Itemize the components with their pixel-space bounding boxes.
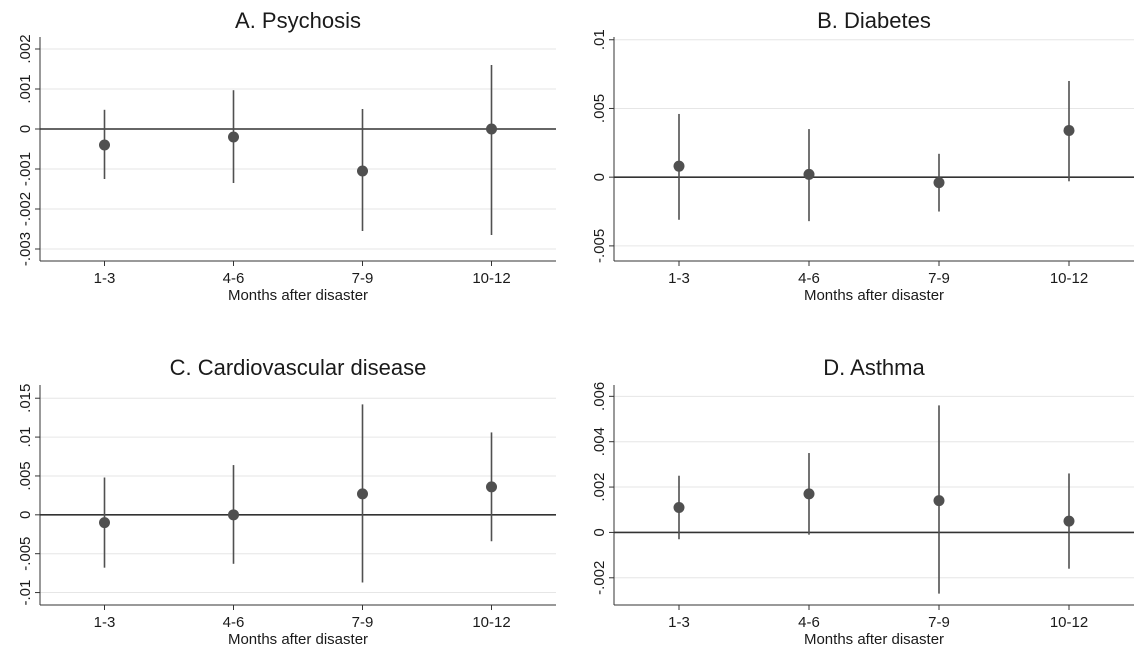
- x-tick-label: 1-3: [94, 270, 116, 287]
- point-estimate: [486, 481, 497, 493]
- x-tick-label: 4-6: [798, 270, 820, 287]
- panel-title: A. Psychosis: [235, 8, 361, 33]
- x-axis-label: Months after disaster: [228, 631, 368, 648]
- y-tick-label: 0: [591, 173, 608, 181]
- point-estimate: [673, 501, 685, 513]
- x-tick-label: 1-3: [668, 614, 690, 631]
- y-tick-label: 0: [591, 528, 608, 536]
- y-tick-label: .005: [17, 461, 34, 490]
- x-tick-label: 4-6: [223, 270, 245, 287]
- point-estimate: [228, 131, 239, 143]
- x-axis-label: Months after disaster: [804, 287, 944, 304]
- x-tick-label: 4-6: [798, 614, 820, 631]
- x-tick-label: 7-9: [928, 270, 950, 287]
- point-estimate: [486, 123, 497, 135]
- x-tick-label: 7-9: [352, 614, 374, 631]
- y-tick-label: -.001: [17, 152, 34, 186]
- x-tick-label: 10-12: [1050, 614, 1088, 631]
- point-estimate: [357, 165, 368, 177]
- point-estimate: [673, 160, 685, 172]
- y-tick-label: .005: [591, 94, 608, 123]
- y-tick-label: .006: [591, 382, 608, 411]
- point-estimate: [933, 177, 945, 189]
- panel-title: D. Asthma: [823, 355, 925, 380]
- x-tick-label: 10-12: [472, 614, 510, 631]
- x-tick-label: 4-6: [223, 614, 245, 631]
- y-tick-label: 0: [17, 511, 34, 519]
- y-tick-label: .002: [591, 472, 608, 501]
- point-estimate: [1063, 124, 1075, 136]
- x-tick-label: 10-12: [1050, 270, 1088, 287]
- panel-1: A. Psychosis -.003 -.002 -.001 0 .001 .002 1-3 4…: [17, 8, 556, 304]
- point-estimate: [803, 168, 815, 180]
- point-estimate: [99, 139, 110, 151]
- y-tick-label: .004: [591, 427, 608, 456]
- y-tick-label: -.003: [17, 232, 34, 266]
- panel-title: C. Cardiovascular disease: [170, 355, 427, 380]
- panel-2: B. Diabetes -.005 0 .005 .01 1-3 4-6 7-9 10-12 Mo…: [591, 8, 1134, 304]
- x-tick-label: 7-9: [928, 614, 950, 631]
- x-tick-label: 10-12: [472, 270, 510, 287]
- x-axis-label: Months after disaster: [804, 631, 944, 648]
- x-tick-label: 1-3: [94, 614, 116, 631]
- point-estimate: [99, 517, 110, 529]
- point-estimate: [933, 495, 945, 507]
- y-tick-label: -.005: [17, 537, 34, 571]
- x-tick-label: 1-3: [668, 270, 690, 287]
- y-tick-label: .002: [17, 34, 34, 63]
- y-tick-label: -.002: [17, 192, 34, 226]
- point-estimate: [357, 488, 368, 500]
- y-tick-label: .01: [591, 29, 608, 50]
- point-estimate: [1063, 515, 1075, 527]
- point-estimate: [228, 509, 239, 521]
- y-tick-label: 0: [17, 125, 34, 133]
- point-estimate: [803, 488, 815, 500]
- y-tick-label: -.002: [591, 561, 608, 595]
- x-axis-label: Months after disaster: [228, 287, 368, 304]
- y-tick-label: .015: [17, 384, 34, 413]
- y-tick-label: .01: [17, 427, 34, 448]
- panel-3: C. Cardiovascular disease -.01 -.005 0 .005.…: [17, 355, 556, 648]
- panel-title: B. Diabetes: [817, 8, 931, 33]
- x-tick-label: 7-9: [352, 270, 374, 287]
- y-tick-label: .001: [17, 74, 34, 103]
- y-tick-label: -.01: [17, 580, 34, 606]
- y-tick-label: -.005: [591, 229, 608, 263]
- panel-4: D. Asthma -.002 0 .002 .004 .006 1-3 4-6 7-9 10-1…: [591, 355, 1134, 648]
